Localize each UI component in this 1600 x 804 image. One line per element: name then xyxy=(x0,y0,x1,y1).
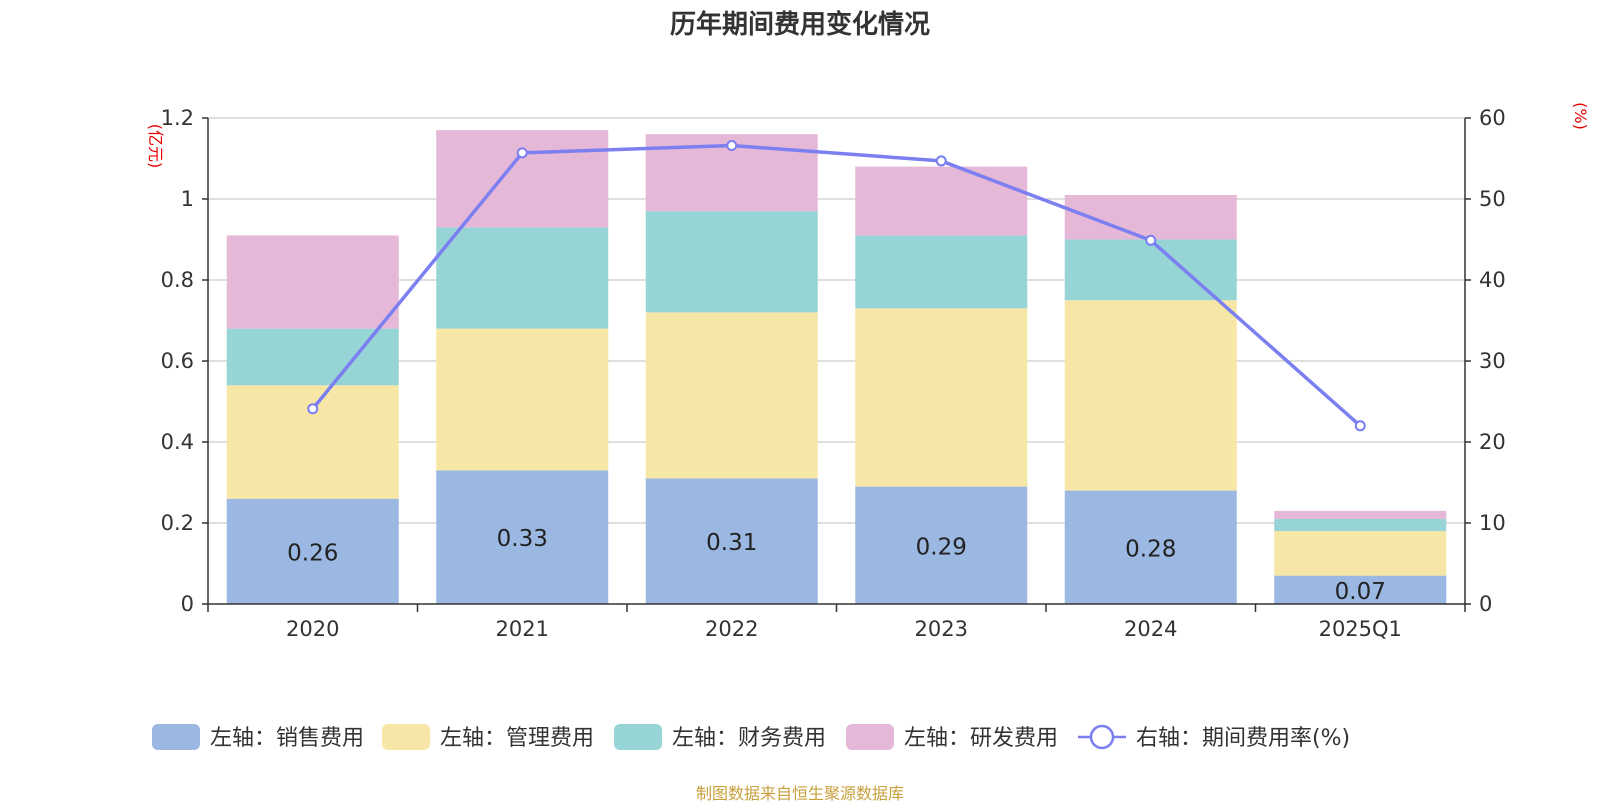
right-tick-label: 60 xyxy=(1479,106,1506,130)
bar-sales-2024 xyxy=(1064,490,1237,604)
axes-layer: 0 0 0.2 10 0.4 20 0.6 30 0.8 40 1 50 1.2 60 2020 2021 20… xyxy=(146,102,1590,641)
legend-item-rd[interactable]: 左轴：研发费用 xyxy=(846,724,1058,751)
right-tick-label: 0 xyxy=(1479,592,1492,616)
legend-label-sales: 左轴：销售费用 xyxy=(210,726,364,751)
legend-item-sales[interactable]: 左轴：销售费用 xyxy=(152,724,364,751)
legend-item-finance[interactable]: 左轴：财务费用 xyxy=(614,724,826,751)
legend-label-finance: 左轴：财务费用 xyxy=(672,726,826,751)
rate-point-2025Q1 xyxy=(1354,420,1366,432)
left-tick-label: 0.2 xyxy=(161,511,194,535)
legend-item-admin[interactable]: 左轴：管理费用 xyxy=(382,724,594,751)
bar-label-2025Q1: 0.07 xyxy=(1335,579,1386,605)
bar-rd-2025Q1 xyxy=(1274,510,1447,519)
bar-label-2020: 0.26 xyxy=(287,540,338,566)
left-tick-label: 1 xyxy=(181,187,194,211)
rate-point-2022 xyxy=(726,140,738,152)
legend-swatch-sales xyxy=(152,724,200,750)
rate-point-2024 xyxy=(1145,234,1157,246)
legend-label-rate: 右轴：期间费用率(%) xyxy=(1136,726,1350,751)
right-tick-label: 50 xyxy=(1479,187,1506,211)
legend-label-admin: 左轴：管理费用 xyxy=(440,726,594,751)
legend-swatch-admin xyxy=(382,724,430,750)
left-tick-label: 1.2 xyxy=(161,106,194,130)
x-tick-label: 2021 xyxy=(496,617,549,641)
bar-sales-2025Q1 xyxy=(1274,575,1447,604)
bar-finance-2024 xyxy=(1064,239,1237,301)
bar-sales-2021 xyxy=(436,470,609,604)
bar-rd-2021 xyxy=(436,130,609,228)
legend-swatch-rd xyxy=(846,724,894,750)
bar-label-2021: 0.33 xyxy=(497,526,548,552)
bar-admin-2025Q1 xyxy=(1274,531,1447,576)
bar-finance-2023 xyxy=(855,235,1028,309)
bar-admin-2024 xyxy=(1064,300,1237,491)
bar-label-2024: 0.28 xyxy=(1125,536,1176,562)
bar-admin-2022 xyxy=(645,312,818,479)
x-tick-label: 2020 xyxy=(286,617,339,641)
bar-rd-2023 xyxy=(855,166,1028,236)
x-tick-label: 2025Q1 xyxy=(1319,617,1402,641)
legend-marker-icon xyxy=(1089,724,1115,750)
left-tick-label: 0.8 xyxy=(161,268,194,292)
bar-admin-2023 xyxy=(855,308,1028,487)
right-tick-label: 40 xyxy=(1479,268,1506,292)
legend-item-rate[interactable]: 右轴：期间费用率(%) xyxy=(1078,724,1350,751)
bar-admin-2020 xyxy=(226,385,399,499)
bar-sales-2020 xyxy=(226,498,399,604)
bars-layer: 0.26 0.33 0.31 0.29 0.28 0.07 xyxy=(226,130,1447,605)
bar-sales-2023 xyxy=(855,486,1028,604)
x-tick-label: 2023 xyxy=(915,617,968,641)
right-tick-label: 20 xyxy=(1479,430,1506,454)
bar-rd-2020 xyxy=(226,235,399,329)
bar-finance-2025Q1 xyxy=(1274,518,1447,532)
legend-label-rd: 左轴：研发费用 xyxy=(904,726,1058,751)
right-tick-label: 10 xyxy=(1479,511,1506,535)
bar-sales-2022 xyxy=(645,478,818,604)
bar-label-2022: 0.31 xyxy=(706,530,757,556)
rate-point-2021 xyxy=(516,147,528,159)
bar-finance-2022 xyxy=(645,211,818,313)
legend-swatch-finance xyxy=(614,724,662,750)
bar-admin-2021 xyxy=(436,328,609,471)
rate-point-2020 xyxy=(307,403,319,415)
x-tick-label: 2024 xyxy=(1124,617,1177,641)
left-tick-label: 0 xyxy=(181,592,194,616)
rate-point-2023 xyxy=(935,155,947,167)
chart-title: 历年期间费用变化情况 xyxy=(669,10,930,40)
right-axis-unit: (%) xyxy=(1571,102,1590,130)
left-tick-label: 0.6 xyxy=(161,349,194,373)
legend-layer: 左轴：销售费用 左轴：管理费用 左轴：财务费用 左轴：研发费用 右轴：期间费用率(%) xyxy=(152,724,1350,751)
right-tick-label: 30 xyxy=(1479,349,1506,373)
source-note: 制图数据来自恒生聚源数据库 xyxy=(695,784,904,803)
left-axis-unit: (亿元) xyxy=(146,124,165,169)
left-tick-label: 0.4 xyxy=(161,430,194,454)
rate-line xyxy=(311,143,1362,428)
line-layer xyxy=(307,140,1366,432)
bar-finance-2021 xyxy=(436,227,609,329)
bar-label-2023: 0.29 xyxy=(916,534,967,560)
x-tick-label: 2022 xyxy=(705,617,758,641)
